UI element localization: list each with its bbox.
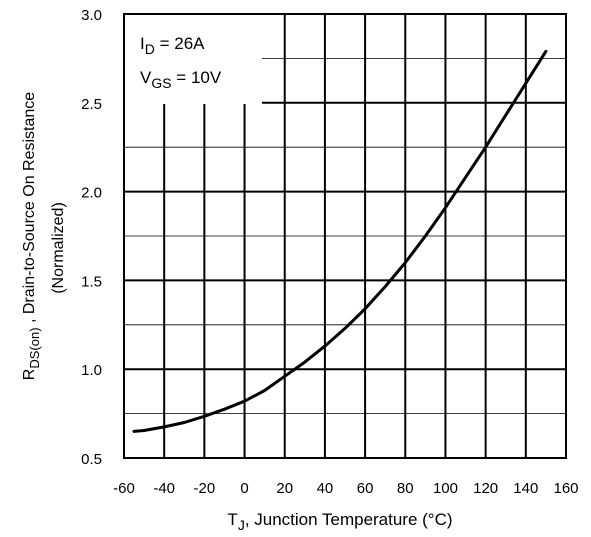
- x-tick-label: 40: [317, 480, 334, 497]
- x-tick-label: 120: [473, 480, 498, 497]
- grid: [124, 14, 566, 458]
- x-tick-label: -40: [153, 480, 175, 497]
- y-tick-label: 2.5: [81, 96, 102, 113]
- y-axis-label-normalized: (Normalized): [50, 202, 67, 294]
- x-tick-label: -60: [113, 480, 135, 497]
- x-tick-labels: -60 -40 -20 0 20 40 60 80 100 120 140 160: [113, 480, 578, 497]
- x-tick-label: 20: [276, 480, 293, 497]
- y-tick-labels: 0.5 1.0 1.5 2.0 2.5 3.0: [81, 7, 102, 468]
- x-tick-label: 60: [357, 480, 374, 497]
- y-tick-label: 1.0: [81, 362, 102, 379]
- legend-voltage: VGS = 10V: [140, 68, 222, 91]
- x-tick-label: 0: [240, 480, 248, 497]
- legend-box: [124, 14, 262, 104]
- y-tick-label: 2.0: [81, 185, 102, 202]
- plot-frame: [123, 13, 567, 459]
- y-tick-label: 0.5: [81, 451, 102, 468]
- x-axis-label: TJ, Junction Temperature (°C): [227, 510, 452, 533]
- x-tick-label: 100: [433, 480, 458, 497]
- y-axis-label: RDS(on) , Drain-to-Source On Resistance: [21, 92, 42, 381]
- x-tick-label: 140: [513, 480, 538, 497]
- series-line: [132, 49, 548, 433]
- y-tick-label: 1.5: [81, 273, 102, 290]
- legend-current: ID = 26A: [140, 34, 205, 57]
- x-tick-label: 160: [553, 480, 578, 497]
- x-tick-label: 80: [397, 480, 414, 497]
- y-tick-label: 3.0: [81, 7, 102, 24]
- x-tick-label: -20: [194, 480, 216, 497]
